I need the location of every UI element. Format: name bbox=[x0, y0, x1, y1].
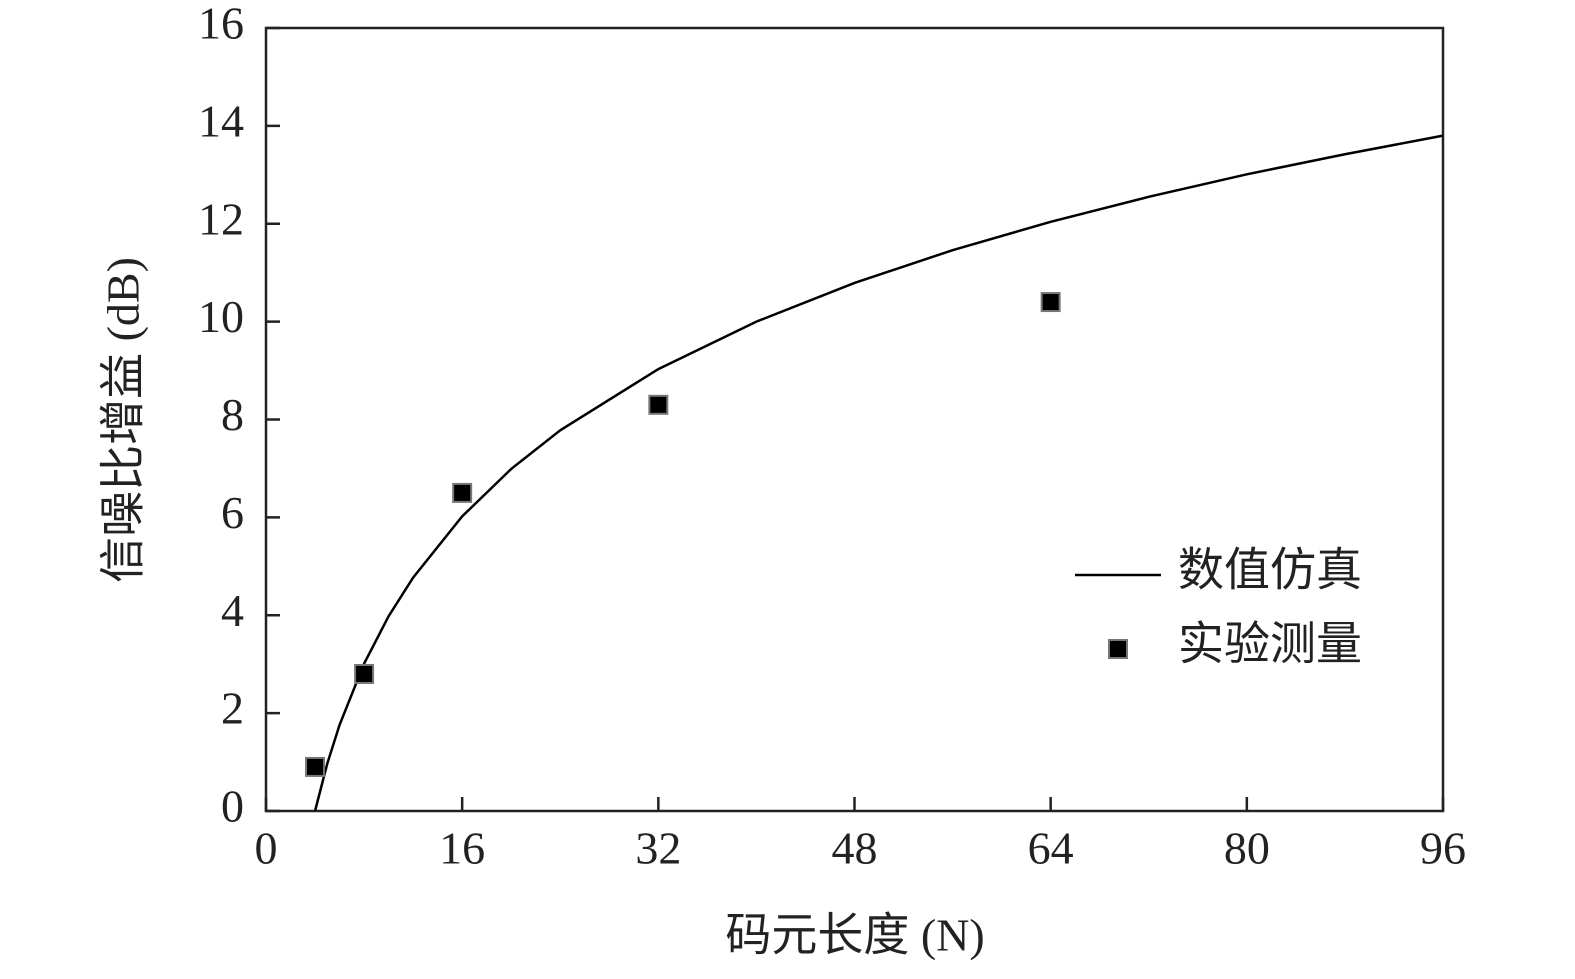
scatter-point bbox=[1040, 292, 1061, 313]
x-tick-label: 64 bbox=[1028, 823, 1074, 874]
y-tick-label: 0 bbox=[221, 781, 244, 832]
y-tick-label: 2 bbox=[221, 683, 244, 734]
y-tick-label: 6 bbox=[221, 487, 244, 538]
x-tick-label: 96 bbox=[1420, 823, 1466, 874]
legend-label: 实验测量 bbox=[1178, 619, 1362, 670]
x-tick-label: 0 bbox=[255, 823, 278, 874]
y-tick-label: 4 bbox=[221, 585, 244, 636]
x-axis-label: 码元长度 (N) bbox=[725, 910, 984, 961]
x-tick-label: 80 bbox=[1224, 823, 1270, 874]
x-tick-label: 16 bbox=[439, 823, 485, 874]
y-tick-label: 16 bbox=[198, 0, 244, 49]
y-tick-label: 14 bbox=[198, 95, 244, 146]
scatter-point bbox=[648, 394, 669, 415]
scatter-point bbox=[305, 756, 326, 777]
y-axis-label: 信噪比增益 (dB) bbox=[98, 257, 149, 583]
scatter-point bbox=[354, 663, 375, 684]
y-tick-label: 12 bbox=[198, 193, 244, 244]
line bbox=[313, 134, 1444, 812]
legend-label: 数值仿真 bbox=[1178, 545, 1362, 596]
scatter-point bbox=[452, 482, 473, 503]
y-tick-label: 8 bbox=[221, 389, 244, 440]
legend-marker bbox=[1108, 639, 1128, 659]
x-tick-label: 48 bbox=[832, 823, 878, 874]
x-tick-label: 32 bbox=[635, 823, 681, 874]
y-tick-label: 10 bbox=[198, 291, 244, 342]
plot-frame bbox=[264, 26, 1445, 813]
